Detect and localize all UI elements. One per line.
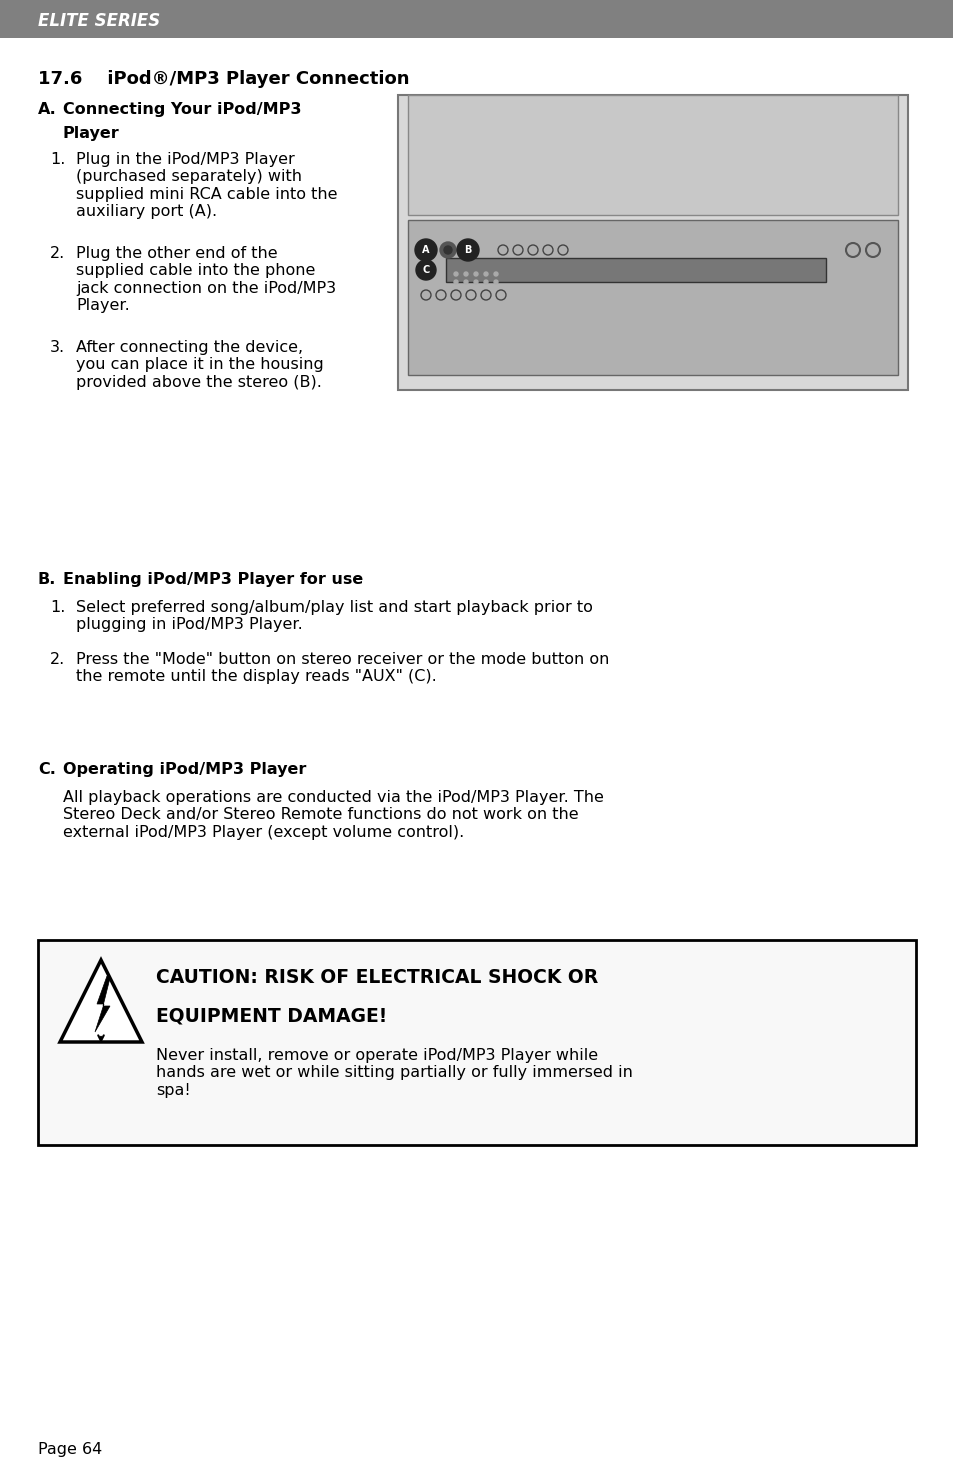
Bar bbox=[408, 220, 897, 375]
Text: 2.: 2. bbox=[50, 246, 65, 261]
Circle shape bbox=[416, 260, 436, 280]
Polygon shape bbox=[60, 960, 142, 1041]
Text: Page 64: Page 64 bbox=[38, 1443, 102, 1457]
Circle shape bbox=[454, 271, 457, 276]
Circle shape bbox=[415, 239, 436, 261]
Text: 3.: 3. bbox=[50, 341, 65, 355]
Text: Press the "Mode" button on stereo receiver or the mode button on
the remote unti: Press the "Mode" button on stereo receiv… bbox=[76, 652, 609, 684]
Bar bbox=[397, 94, 907, 389]
Text: 2.: 2. bbox=[50, 652, 65, 667]
Bar bbox=[38, 940, 915, 1145]
Text: C.: C. bbox=[38, 763, 56, 777]
Text: EQUIPMENT DAMAGE!: EQUIPMENT DAMAGE! bbox=[156, 1006, 387, 1025]
Circle shape bbox=[454, 280, 457, 285]
Text: 1.: 1. bbox=[50, 152, 66, 167]
Circle shape bbox=[463, 280, 468, 285]
Text: Player: Player bbox=[63, 125, 120, 142]
Circle shape bbox=[494, 271, 497, 276]
Text: All playback operations are conducted via the iPod/MP3 Player. The
Stereo Deck a: All playback operations are conducted vi… bbox=[63, 791, 603, 839]
Circle shape bbox=[474, 280, 477, 285]
Circle shape bbox=[463, 271, 468, 276]
Circle shape bbox=[483, 271, 488, 276]
Text: B: B bbox=[464, 245, 471, 255]
Circle shape bbox=[456, 239, 478, 261]
Text: C: C bbox=[422, 266, 429, 274]
Text: ELITE SERIES: ELITE SERIES bbox=[38, 12, 160, 30]
Text: Plug in the iPod/MP3 Player
(purchased separately) with
supplied mini RCA cable : Plug in the iPod/MP3 Player (purchased s… bbox=[76, 152, 337, 220]
Text: Select preferred song/album/play list and start playback prior to
plugging in iP: Select preferred song/album/play list an… bbox=[76, 600, 592, 633]
Text: Enabling iPod/MP3 Player for use: Enabling iPod/MP3 Player for use bbox=[63, 572, 363, 587]
Bar bbox=[446, 258, 825, 282]
Circle shape bbox=[483, 280, 488, 285]
Text: After connecting the device,
you can place it in the housing
provided above the : After connecting the device, you can pla… bbox=[76, 341, 323, 389]
Text: A: A bbox=[422, 245, 429, 255]
Circle shape bbox=[494, 280, 497, 285]
Text: Operating iPod/MP3 Player: Operating iPod/MP3 Player bbox=[63, 763, 306, 777]
Circle shape bbox=[439, 242, 456, 258]
Text: B.: B. bbox=[38, 572, 56, 587]
Text: Never install, remove or operate iPod/MP3 Player while
hands are wet or while si: Never install, remove or operate iPod/MP… bbox=[156, 1049, 632, 1097]
Text: A.: A. bbox=[38, 102, 56, 117]
Text: Plug the other end of the
supplied cable into the phone
jack connection on the i: Plug the other end of the supplied cable… bbox=[76, 246, 335, 313]
Text: 1.: 1. bbox=[50, 600, 66, 615]
Text: CAUTION: RISK OF ELECTRICAL SHOCK OR: CAUTION: RISK OF ELECTRICAL SHOCK OR bbox=[156, 968, 598, 987]
Bar bbox=[0, 0, 953, 38]
Circle shape bbox=[443, 246, 452, 254]
Circle shape bbox=[474, 271, 477, 276]
Text: 17.6    iPod®/MP3 Player Connection: 17.6 iPod®/MP3 Player Connection bbox=[38, 69, 409, 88]
Polygon shape bbox=[95, 976, 110, 1032]
Bar bbox=[408, 94, 897, 215]
Text: Connecting Your iPod/MP3: Connecting Your iPod/MP3 bbox=[63, 102, 301, 117]
